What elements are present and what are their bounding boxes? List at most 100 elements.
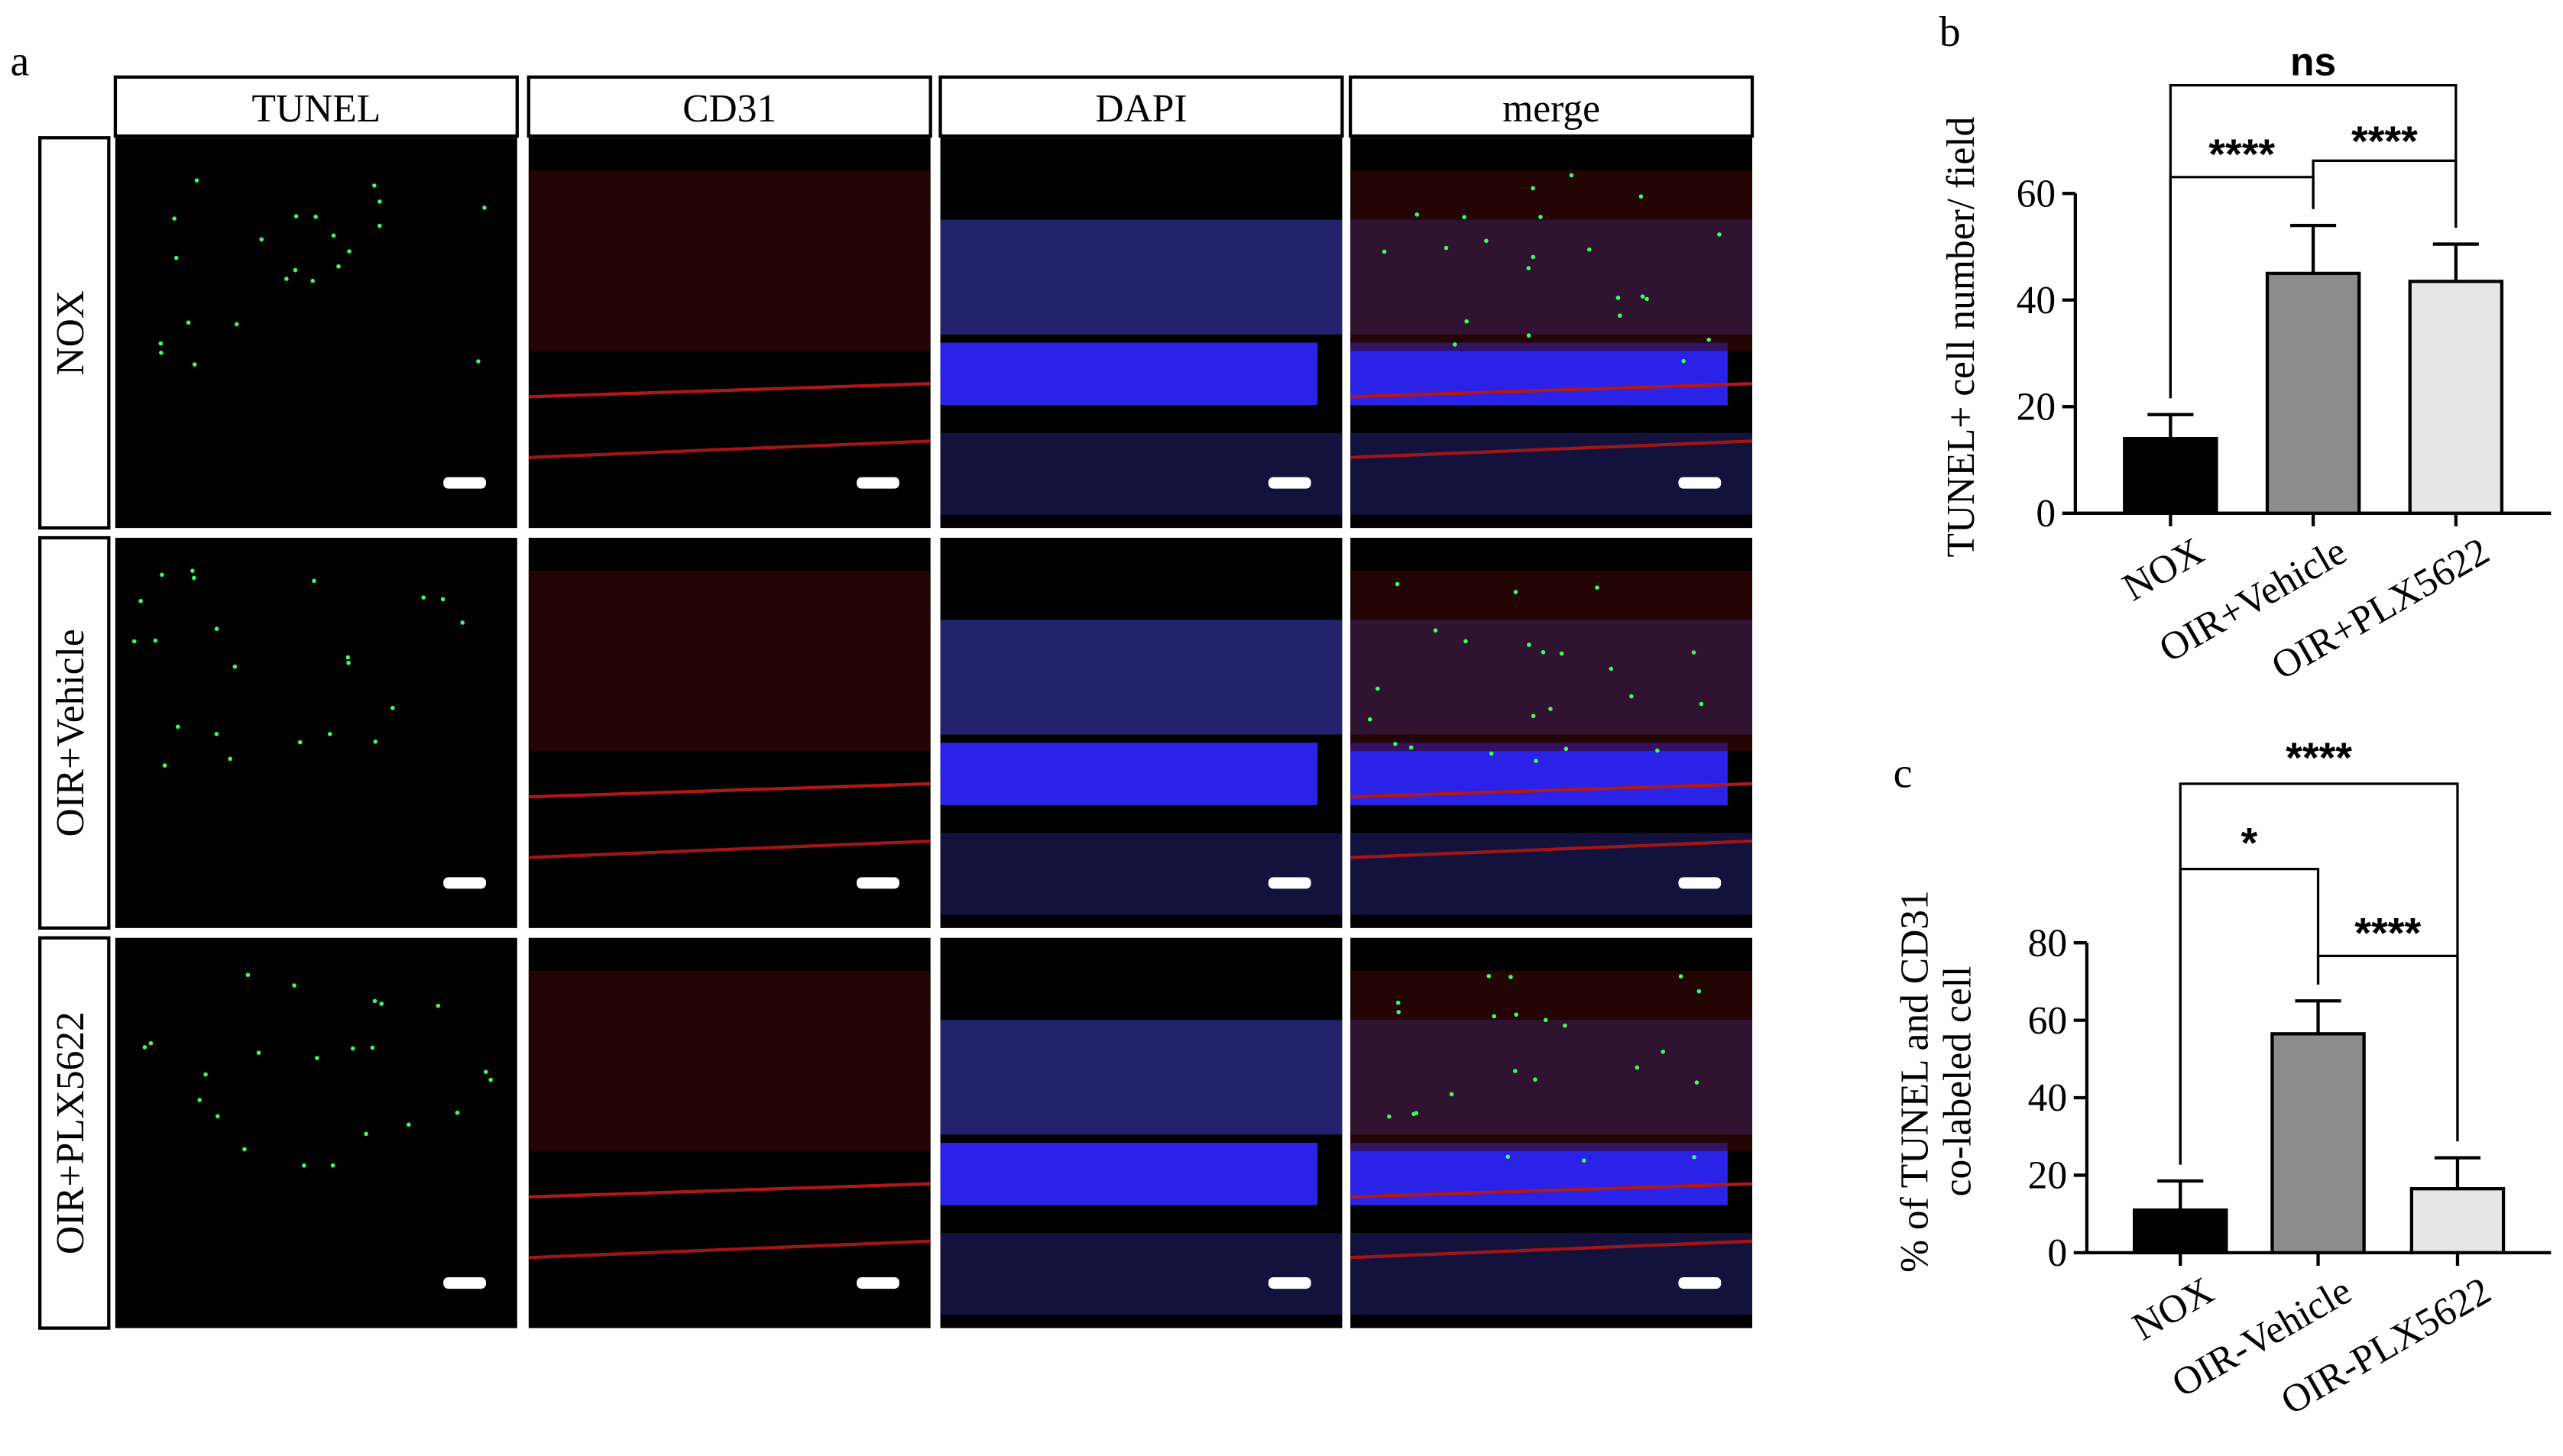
panel-letter: c	[1894, 749, 1913, 797]
tunel-dot	[436, 1003, 441, 1008]
tunel-dot	[1533, 1077, 1537, 1082]
vessel	[1350, 1239, 1753, 1260]
tunel-dot	[1618, 313, 1622, 318]
tunel-dot	[203, 1072, 208, 1077]
micrograph	[940, 937, 1343, 1328]
y-tick-label: 40	[2028, 1076, 2067, 1120]
tunel-dot	[1569, 173, 1574, 178]
tunel-dot	[1382, 249, 1387, 254]
nuclear-layer	[940, 219, 1343, 335]
column-header-box	[1349, 75, 1755, 138]
tunel-dot	[1526, 266, 1531, 270]
tunel-dot	[1559, 651, 1564, 656]
x-tick-label: NOX	[2115, 529, 2211, 610]
tunel-dot	[190, 568, 195, 573]
significance-label: ****	[2354, 909, 2421, 957]
tunel-dot	[1489, 751, 1494, 756]
tunel-dot	[1615, 296, 1621, 300]
micrograph	[115, 138, 517, 529]
tunel-dot	[302, 1163, 306, 1168]
vessel	[528, 1239, 931, 1260]
bar	[2409, 1187, 2506, 1254]
tunel-dot	[214, 732, 219, 736]
tunel-dot	[1531, 186, 1535, 191]
nuclear-layer	[940, 620, 1343, 735]
tunel-dot	[350, 1046, 355, 1051]
scale-bar	[857, 1277, 899, 1289]
tunel-dot	[476, 359, 481, 364]
tunel-dot	[234, 322, 239, 327]
scale-bar	[1678, 477, 1722, 489]
tunel-dot	[1563, 746, 1569, 752]
vessel-layer	[1350, 970, 1753, 1151]
tunel-dot	[214, 626, 219, 631]
vessel-layer	[528, 570, 931, 752]
tunel-dot	[158, 341, 164, 346]
nuclear-layer	[940, 342, 1318, 406]
vessel-layer	[528, 170, 931, 351]
vessel	[528, 781, 931, 799]
tunel-dot	[440, 597, 446, 602]
tunel-dot	[372, 183, 377, 188]
y-tick-label: 80	[2028, 921, 2067, 965]
micrograph-bg	[115, 937, 517, 1328]
tunel-dot	[293, 267, 298, 273]
y-tick-label: 20	[2028, 1154, 2067, 1198]
tunel-dot	[331, 233, 336, 238]
tunel-dot	[482, 205, 487, 210]
tunel-dot	[370, 1045, 375, 1050]
tunel-dot	[1706, 338, 1712, 342]
column-header: TUNEL	[251, 87, 381, 131]
vessel	[528, 839, 931, 859]
nuclear-layer	[940, 432, 1343, 515]
tunel-dot	[1595, 585, 1599, 590]
tunel-dot	[1692, 1155, 1696, 1160]
micrograph-bg	[115, 538, 517, 928]
tunel-dot	[1449, 1092, 1454, 1097]
tunel-dot	[138, 598, 143, 603]
vessel-layer	[1350, 570, 1753, 752]
tunel-dot	[1414, 1111, 1419, 1115]
panel-letter: b	[1939, 8, 1961, 56]
tunel-dot	[1395, 1000, 1401, 1005]
tunel-dot	[159, 351, 164, 355]
tunel-dot	[1463, 639, 1468, 644]
tunel-dot	[1462, 215, 1466, 219]
tunel-dot	[347, 249, 352, 254]
tunel-dot	[407, 1122, 411, 1127]
tunel-dot	[1538, 215, 1543, 219]
tunel-dot	[1505, 1154, 1511, 1160]
y-tick-label: 40	[2017, 279, 2056, 322]
tunel-dot	[1609, 666, 1614, 671]
micrograph	[1350, 138, 1753, 529]
tunel-dot	[1513, 590, 1518, 594]
tunel-dot	[1508, 975, 1513, 979]
micrograph	[1350, 937, 1753, 1328]
tunel-dot	[1414, 212, 1420, 217]
significance-bracket	[2179, 782, 2459, 1165]
micrograph	[115, 538, 517, 928]
column-header: DAPI	[1095, 87, 1187, 131]
nuclear-layer	[1350, 833, 1753, 915]
nuclear-layer	[940, 1233, 1343, 1315]
significance-bracket	[2312, 159, 2458, 228]
tunel-dot	[1464, 319, 1469, 324]
tunel-dot	[148, 1040, 154, 1046]
tunel-dot	[194, 178, 199, 183]
nuclear-layer	[940, 1020, 1343, 1135]
tunel-dot	[232, 664, 238, 669]
tunel-dot	[1696, 988, 1702, 994]
nuclear-layer	[940, 1143, 1318, 1205]
row-label: OIR+Vehicle	[49, 629, 92, 836]
scale-bar	[1678, 1277, 1722, 1289]
tunel-dot	[1644, 296, 1649, 302]
significance-label: ****	[2208, 130, 2275, 178]
row-label-box	[38, 136, 111, 530]
tunel-dot	[1527, 642, 1531, 647]
tunel-dot	[1433, 628, 1438, 633]
tunel-dot	[1375, 686, 1380, 691]
tunel-dot	[377, 199, 382, 204]
micrograph	[940, 138, 1343, 529]
micrograph-bg	[115, 138, 517, 529]
tunel-dot	[1486, 973, 1492, 979]
